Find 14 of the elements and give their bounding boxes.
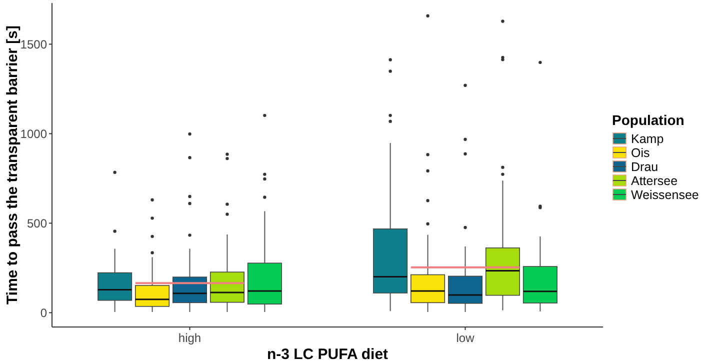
y-axis-title: Time to pass the transparent barrier [s]: [4, 26, 21, 304]
y-tick-label: 1500: [20, 37, 48, 52]
y-tick-label: 500: [26, 216, 48, 230]
legend-title: Population: [612, 112, 684, 128]
x-tick-label: high: [178, 331, 202, 345]
y-tick-label: 0: [40, 306, 48, 320]
legend-label: Drau: [631, 160, 658, 174]
legend-label: Ois: [631, 146, 650, 160]
legend-label: Weissensee: [631, 188, 699, 202]
x-axis-title: n-3 LC PUFA diet: [266, 346, 388, 362]
x-tick-label: low: [456, 331, 475, 345]
legend-label: Kamp: [631, 132, 664, 146]
y-tick-label: 1000: [20, 126, 48, 141]
legend-label: Attersee: [631, 174, 678, 188]
